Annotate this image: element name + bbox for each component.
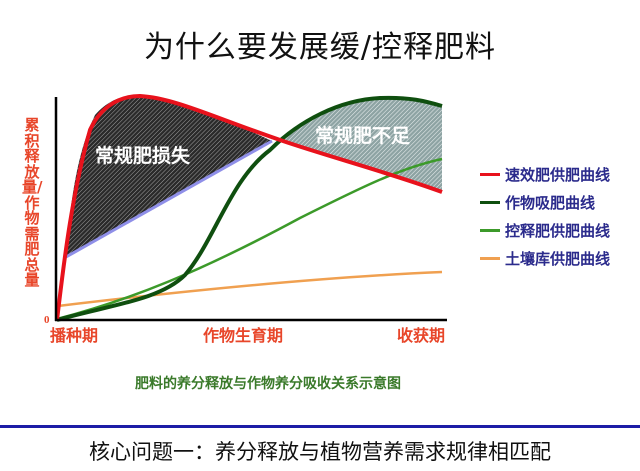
series-fast-release xyxy=(55,93,443,321)
legend-swatch-red xyxy=(480,172,500,176)
x-tick-growth: 作物生育期 xyxy=(203,326,284,345)
slide-title: 为什么要发展缓/控释肥料 xyxy=(143,30,497,65)
series-controlled-release xyxy=(56,157,443,321)
shortage-area xyxy=(283,96,442,192)
series-crop-uptake xyxy=(56,95,443,322)
legend-item-fast-release: 速效肥供肥曲线 xyxy=(480,160,610,188)
legend-label: 作物吸肥曲线 xyxy=(505,193,596,212)
slide-footer: 核心问题一：养分释放与植物营养需求规律相匹配 xyxy=(89,440,551,464)
legend-label: 土壤库供肥曲线 xyxy=(505,249,611,268)
y-axis-label-text: 累积释放量/作物需肥总量 xyxy=(22,116,43,289)
chart-legend: 速效肥供肥曲线 作物吸肥曲线 控释肥供肥曲线 土壤库供肥曲线 xyxy=(480,160,610,272)
shortage-label: 常规肥不足 xyxy=(315,124,411,147)
legend-swatch-green xyxy=(480,228,500,232)
legend-item-soil-supply: 土壤库供肥曲线 xyxy=(480,244,610,272)
legend-label: 控释肥供肥曲线 xyxy=(505,221,611,240)
reference-line xyxy=(65,139,273,259)
legend-label: 速效肥供肥曲线 xyxy=(505,165,611,184)
loss-label: 常规肥损失 xyxy=(95,144,191,167)
x-tick-harvest: 收获期 xyxy=(397,326,446,345)
y-axis-label: 累积释放量/作物需肥总量 xyxy=(22,116,43,289)
legend-swatch-dark-green xyxy=(480,200,500,204)
chart-caption: 肥料的养分释放与作物养分吸收关系示意图 xyxy=(135,376,401,392)
legend-swatch-orange xyxy=(480,256,500,260)
series-soil-supply xyxy=(57,270,443,308)
footer-divider xyxy=(0,425,640,428)
x-tick-sowing: 播种期 xyxy=(50,326,99,345)
legend-item-controlled-release: 控释肥供肥曲线 xyxy=(480,216,610,244)
loss-area xyxy=(66,95,272,257)
legend-item-crop-uptake: 作物吸肥曲线 xyxy=(480,188,610,216)
origin-label: 0 xyxy=(44,314,50,326)
